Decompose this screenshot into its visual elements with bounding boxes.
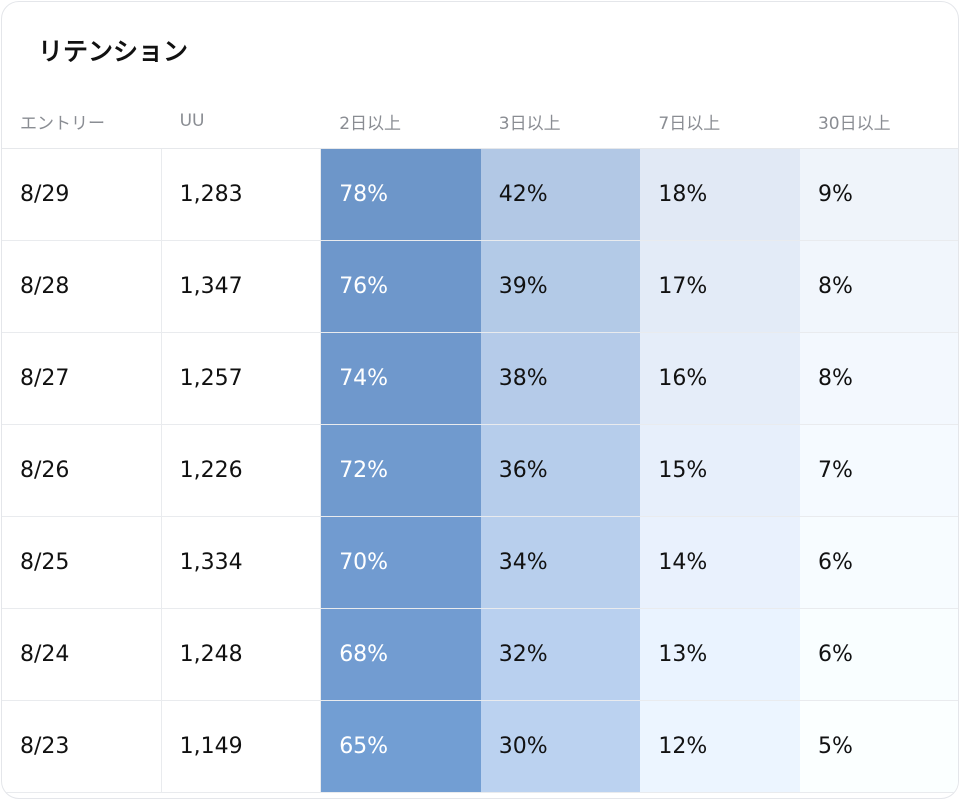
table-cell: 1,347 <box>162 241 322 332</box>
table-cell: 65% <box>321 701 481 792</box>
table-cell: 14% <box>640 517 800 608</box>
table-cell: 74% <box>321 333 481 424</box>
column-header: 7日以上 <box>658 113 721 134</box>
table-cell: 78% <box>321 149 481 240</box>
table-cell: 70% <box>321 517 481 608</box>
table-cell: 6% <box>799 609 958 700</box>
column-header: 2日以上 <box>339 113 402 134</box>
table-cell: 39% <box>480 241 641 332</box>
table-cell: 7% <box>799 425 958 516</box>
table-cell: 38% <box>480 333 641 424</box>
table-row: 8/28 1,347 76% 39% 17% 8% <box>2 241 958 333</box>
header-row: エントリー UU 2日以上 3日以上 7日以上 30日以上 <box>2 94 958 149</box>
table-cell: 1,283 <box>162 149 322 240</box>
table-cell: 1,226 <box>162 425 322 516</box>
table-cell: 17% <box>640 241 800 332</box>
column-header: UU <box>179 111 205 131</box>
table-cell: 76% <box>321 241 481 332</box>
table-row: 8/29 1,283 78% 42% 18% 9% <box>2 149 958 241</box>
table-cell: 5% <box>799 701 958 792</box>
table-cell: 16% <box>640 333 800 424</box>
table-cell: 36% <box>480 425 641 516</box>
table-cell: 8/28 <box>2 241 162 332</box>
table-cell: 8/24 <box>2 609 162 700</box>
table-cell: 8% <box>799 241 958 332</box>
table-row: 8/27 1,257 74% 38% 16% 8% <box>2 333 958 425</box>
table-row: 8/23 1,149 65% 30% 12% 5% <box>2 701 958 793</box>
table-cell: 8/27 <box>2 333 162 424</box>
table-cell: 72% <box>321 425 481 516</box>
table-cell: 15% <box>640 425 800 516</box>
table-cell: 6% <box>799 517 958 608</box>
retention-table: エントリー UU 2日以上 3日以上 7日以上 30日以上 8/29 1,283 78% 42% 1… <box>2 94 958 793</box>
table-cell: 1,334 <box>162 517 322 608</box>
table-cell: 8/29 <box>2 149 162 240</box>
table-row: 8/25 1,334 70% 34% 14% 6% <box>2 517 958 609</box>
column-header: エントリー <box>20 113 105 134</box>
table-row: 8/26 1,226 72% 36% 15% 7% <box>2 425 958 517</box>
card-title: リテンション <box>38 37 189 66</box>
table-cell: 42% <box>480 149 641 240</box>
table-cell: 8% <box>799 333 958 424</box>
table-row: 8/24 1,248 68% 32% 13% 6% <box>2 609 958 701</box>
column-header: 30日以上 <box>817 113 891 134</box>
table-cell: 13% <box>640 609 800 700</box>
column-header: 3日以上 <box>498 113 561 134</box>
table-cell: 30% <box>480 701 641 792</box>
table-cell: 34% <box>480 517 641 608</box>
table-cell: 68% <box>321 609 481 700</box>
table-cell: 18% <box>640 149 800 240</box>
table-cell: 9% <box>799 149 958 240</box>
table-cell: 8/25 <box>2 517 162 608</box>
table-cell: 8/26 <box>2 425 162 516</box>
table-cell: 1,257 <box>162 333 322 424</box>
table-cell: 12% <box>640 701 800 792</box>
table-cell: 8/23 <box>2 701 162 792</box>
table-cell: 32% <box>480 609 641 700</box>
table-cell: 1,248 <box>162 609 322 700</box>
table-cell: 1,149 <box>162 701 322 792</box>
